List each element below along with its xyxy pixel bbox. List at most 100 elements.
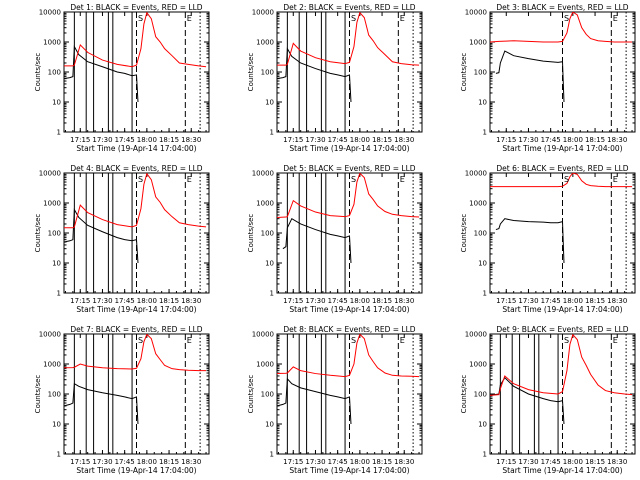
x-tick-label: 18:00 bbox=[137, 297, 157, 305]
detector-panel: Det 3: BLACK = Events, RED = LLD 1 10 100 10… bbox=[460, 3, 636, 153]
y-tick-label: 1000 bbox=[469, 200, 487, 208]
y-tick-label: 100 bbox=[261, 230, 274, 238]
detector-panel: Det 8: BLACK = Events, RED = LLD 1 10 100 10… bbox=[247, 325, 423, 475]
x-tick-label: 17:30 bbox=[518, 458, 538, 466]
panel-title: Det 2: BLACK = Events, RED = LLD bbox=[283, 3, 415, 12]
x-tick-label: 18:00 bbox=[137, 136, 157, 144]
x-tick-label: 17:15 bbox=[496, 297, 516, 305]
x-tick-label: 18:15 bbox=[372, 297, 392, 305]
x-axis-label: Start Time (19-Apr-14 17:04:00) bbox=[76, 466, 196, 475]
y-axis-label: Counts/sec bbox=[247, 375, 255, 414]
y-axis-label: Counts/sec bbox=[247, 214, 255, 253]
y-tick-label: 1000 bbox=[256, 39, 274, 47]
x-axis-label: Start Time (19-Apr-14 17:04:00) bbox=[289, 466, 409, 475]
x-tick-label: 18:00 bbox=[350, 297, 370, 305]
y-axis-label: Counts/sec bbox=[460, 214, 468, 253]
x-tick-label: 17:30 bbox=[305, 136, 325, 144]
segment-marker: S bbox=[351, 336, 356, 345]
plot-area bbox=[277, 12, 420, 132]
events-series-line bbox=[490, 376, 565, 425]
lld-series-line bbox=[490, 12, 633, 43]
y-tick-label: 100 bbox=[474, 230, 487, 238]
plot-area bbox=[64, 12, 207, 132]
panel-title: Det 3: BLACK = Events, RED = LLD bbox=[496, 3, 628, 12]
events-series-line bbox=[495, 50, 565, 103]
segment-marker: S bbox=[138, 336, 143, 345]
segment-marker: S bbox=[138, 14, 143, 23]
panel-title: Det 7: BLACK = Events, RED = LLD bbox=[70, 325, 202, 334]
y-tick-label: 1000 bbox=[256, 200, 274, 208]
x-tick-label: 17:15 bbox=[283, 136, 303, 144]
segment-marker: S bbox=[564, 336, 569, 345]
y-tick-label: 10 bbox=[478, 99, 487, 107]
segment-marker: E bbox=[400, 175, 405, 184]
lld-series-line bbox=[64, 334, 207, 372]
plot-area bbox=[490, 12, 633, 132]
x-tick-label: 17:45 bbox=[328, 458, 348, 466]
y-tick-label: 10000 bbox=[252, 170, 274, 178]
x-tick-label: 18:30 bbox=[181, 458, 201, 466]
x-tick-label: 17:30 bbox=[305, 458, 325, 466]
events-series-line bbox=[282, 217, 352, 264]
y-tick-label: 1 bbox=[483, 451, 487, 459]
x-tick-label: 17:30 bbox=[92, 136, 112, 144]
x-tick-label: 18:30 bbox=[607, 458, 627, 466]
plot-area bbox=[490, 173, 633, 293]
x-axis-label: Start Time (19-Apr-14 17:04:00) bbox=[289, 305, 409, 314]
segment-marker: E bbox=[187, 336, 192, 345]
x-tick-label: 17:45 bbox=[541, 297, 561, 305]
x-axis-label: Start Time (19-Apr-14 17:04:00) bbox=[76, 305, 196, 314]
y-tick-label: 1 bbox=[57, 129, 61, 137]
x-tick-label: 18:00 bbox=[137, 458, 157, 466]
x-tick-label: 18:15 bbox=[585, 458, 605, 466]
x-tick-label: 18:15 bbox=[585, 297, 605, 305]
plot-area bbox=[490, 334, 633, 454]
y-tick-label: 1 bbox=[57, 451, 61, 459]
segment-marker: S bbox=[564, 175, 569, 184]
y-tick-label: 1000 bbox=[256, 361, 274, 369]
y-tick-label: 10000 bbox=[39, 170, 61, 178]
y-tick-label: 10000 bbox=[252, 331, 274, 339]
panel-title: Det 5: BLACK = Events, RED = LLD bbox=[283, 164, 415, 173]
x-tick-label: 17:45 bbox=[115, 458, 135, 466]
x-tick-label: 17:30 bbox=[305, 297, 325, 305]
x-tick-label: 17:15 bbox=[283, 297, 303, 305]
x-tick-label: 18:00 bbox=[563, 297, 583, 305]
y-tick-label: 100 bbox=[48, 391, 61, 399]
x-tick-label: 17:30 bbox=[518, 136, 538, 144]
x-tick-label: 17:15 bbox=[496, 136, 516, 144]
y-tick-label: 100 bbox=[261, 391, 274, 399]
x-tick-label: 18:15 bbox=[159, 458, 179, 466]
y-tick-label: 10 bbox=[478, 260, 487, 268]
plot-area bbox=[277, 173, 420, 293]
y-tick-label: 100 bbox=[261, 69, 274, 77]
x-tick-label: 18:30 bbox=[394, 458, 414, 466]
lld-series-line bbox=[277, 12, 420, 66]
x-tick-label: 17:30 bbox=[92, 297, 112, 305]
y-tick-label: 10000 bbox=[465, 170, 487, 178]
x-axis-label: Start Time (19-Apr-14 17:04:00) bbox=[502, 305, 622, 314]
detector-panel: Det 9: BLACK = Events, RED = LLD 1 10 100 10… bbox=[460, 325, 636, 475]
lld-series-line bbox=[64, 12, 207, 68]
y-tick-label: 10000 bbox=[252, 9, 274, 17]
events-series-line bbox=[64, 207, 139, 264]
segment-marker: E bbox=[400, 336, 405, 345]
y-tick-label: 1 bbox=[483, 290, 487, 298]
x-tick-label: 18:30 bbox=[607, 297, 627, 305]
segment-marker: E bbox=[400, 14, 405, 23]
x-tick-label: 17:45 bbox=[328, 297, 348, 305]
y-tick-label: 10000 bbox=[39, 331, 61, 339]
x-tick-label: 18:00 bbox=[563, 136, 583, 144]
y-axis-label: Counts/sec bbox=[460, 53, 468, 92]
detector-panel: Det 1: BLACK = Events, RED = LLD 1 10 100 10… bbox=[34, 3, 210, 153]
events-series-line bbox=[64, 44, 139, 103]
y-tick-label: 1000 bbox=[469, 39, 487, 47]
panel-title: Det 9: BLACK = Events, RED = LLD bbox=[496, 325, 628, 334]
y-tick-label: 1000 bbox=[43, 39, 61, 47]
lld-series-line bbox=[277, 334, 420, 378]
x-tick-label: 17:30 bbox=[518, 297, 538, 305]
x-tick-label: 17:45 bbox=[541, 136, 561, 144]
y-axis-label: Counts/sec bbox=[34, 53, 42, 92]
events-series-line bbox=[64, 382, 139, 425]
y-tick-label: 10 bbox=[265, 421, 274, 429]
